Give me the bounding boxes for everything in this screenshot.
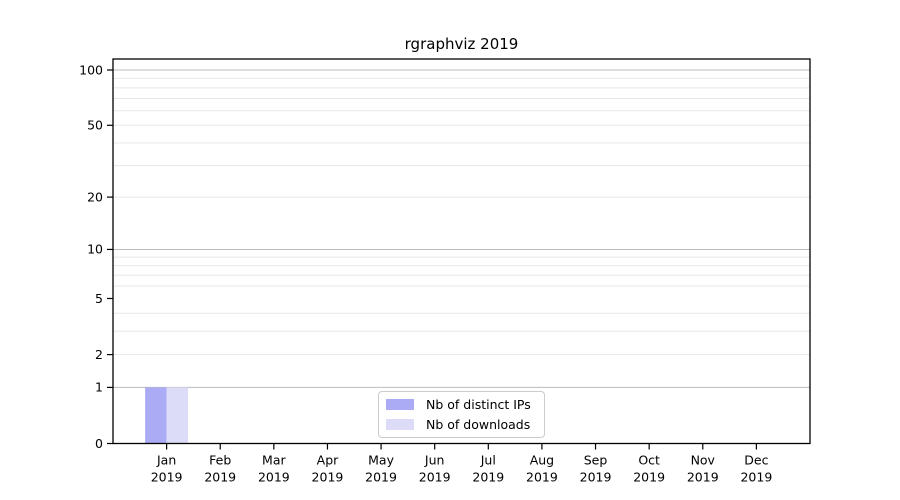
y-tick-label: 5 — [95, 291, 103, 306]
legend-swatch-downloads-icon — [386, 419, 414, 430]
x-tick-label-month: Jan — [156, 453, 176, 468]
plot-border — [112, 58, 811, 445]
x-tick-label-year: 2019 — [580, 470, 612, 485]
bar-distinct-ips — [145, 387, 167, 444]
x-tick-label-year: 2019 — [687, 470, 719, 485]
x-tick-label-month: Sep — [584, 453, 608, 468]
x-tick-label-year: 2019 — [526, 470, 558, 485]
y-tick-label: 100 — [79, 62, 103, 77]
legend-entry-downloads: Nb of downloads — [386, 417, 544, 432]
x-tick-label-month: Feb — [209, 453, 231, 468]
x-tick-label-month: Oct — [638, 453, 660, 468]
x-tick-label-month: Apr — [317, 453, 339, 468]
x-tick-label-year: 2019 — [258, 470, 290, 485]
x-tick-label-month: Aug — [530, 453, 554, 468]
legend-label-distinct-ips: Nb of distinct IPs — [426, 397, 531, 412]
legend-label-downloads: Nb of downloads — [426, 417, 531, 432]
x-tick-label-year: 2019 — [633, 470, 665, 485]
x-tick-label-year: 2019 — [740, 470, 772, 485]
legend-box: Nb of distinct IPs Nb of downloads — [378, 391, 545, 438]
x-tick-label-month: Dec — [744, 453, 768, 468]
y-tick-label: 2 — [95, 347, 103, 362]
x-tick-label-month: Nov — [691, 453, 716, 468]
chart-title: rgraphviz 2019 — [404, 35, 519, 53]
legend-entry-distinct-ips: Nb of distinct IPs — [386, 397, 544, 412]
x-tick-label-year: 2019 — [472, 470, 504, 485]
x-tick-label-year: 2019 — [419, 470, 451, 485]
x-tick-label-year: 2019 — [151, 470, 183, 485]
x-tick-label-year: 2019 — [312, 470, 344, 485]
x-tick-label-month: May — [368, 453, 394, 468]
y-tick-label: 50 — [87, 118, 103, 133]
legend-swatch-distinct-ips-icon — [386, 399, 414, 410]
x-tick-label-year: 2019 — [365, 470, 397, 485]
x-tick-label-month: Jun — [424, 453, 445, 468]
x-tick-label-month: Jul — [480, 453, 496, 468]
y-tick-label: 20 — [87, 189, 103, 204]
y-tick-label: 1 — [95, 380, 103, 395]
y-tick-label: 10 — [87, 242, 103, 257]
x-tick-label-year: 2019 — [204, 470, 236, 485]
x-tick-label-month: Mar — [262, 453, 286, 468]
y-tick-label: 0 — [95, 436, 103, 451]
bar-downloads — [166, 387, 189, 444]
